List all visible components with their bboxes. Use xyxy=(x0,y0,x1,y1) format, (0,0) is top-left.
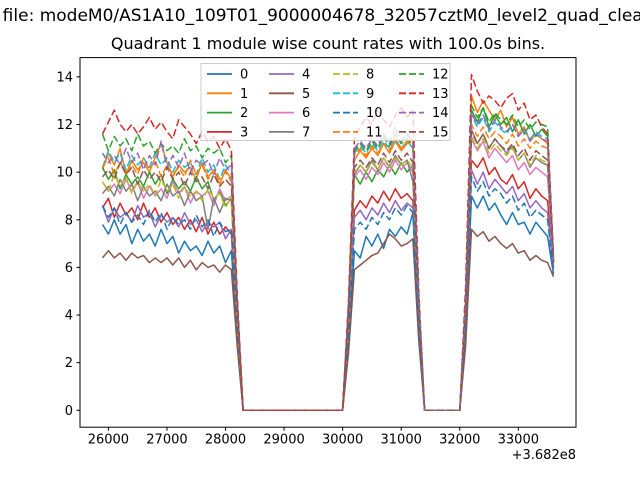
series-line-2 xyxy=(101,107,555,412)
series-line-14 xyxy=(101,111,555,412)
series-line-0 xyxy=(101,195,555,412)
legend-label-5: 5 xyxy=(302,87,310,102)
series-line-12 xyxy=(101,104,555,412)
legend-label-11: 11 xyxy=(366,125,383,140)
axes-frame xyxy=(79,57,577,428)
y-axis: 0 2 4 6 8 10 12 14 xyxy=(56,70,80,419)
x-tick-label: 33000 xyxy=(498,433,539,448)
legend-label-6: 6 xyxy=(302,106,310,121)
y-tick-label: 12 xyxy=(56,118,73,133)
legend-label-13: 13 xyxy=(432,87,449,102)
series-line-1 xyxy=(101,95,555,412)
legend-label-14: 14 xyxy=(432,106,449,121)
y-tick-label: 4 xyxy=(65,309,73,324)
legend-label-9: 9 xyxy=(366,87,374,102)
legend-label-2: 2 xyxy=(240,106,248,121)
series-line-5 xyxy=(101,228,555,412)
series-line-13 xyxy=(101,73,555,412)
legend-label-7: 7 xyxy=(302,125,310,140)
series-line-10 xyxy=(101,176,555,412)
x-tick-label: 27000 xyxy=(146,433,187,448)
legend-label-1: 1 xyxy=(240,87,248,102)
legend-label-8: 8 xyxy=(366,68,374,83)
y-tick-label: 10 xyxy=(56,166,73,181)
figure-suptitle: n file: modeM0/AS1A10_109T01_9000004678_… xyxy=(0,6,640,26)
x-axis-offset: +3.682e8 xyxy=(512,448,576,463)
x-tick-label: 28000 xyxy=(205,433,246,448)
x-tick-label: 26000 xyxy=(88,433,129,448)
y-tick-label: 2 xyxy=(65,356,73,371)
legend-label-3: 3 xyxy=(240,125,248,140)
legend-label-4: 4 xyxy=(302,68,310,83)
legend-box xyxy=(200,63,451,141)
y-tick-label: 6 xyxy=(65,261,73,276)
plot-lines xyxy=(101,73,555,412)
axes-title: Quadrant 1 module wise count rates with … xyxy=(110,34,546,53)
legend-label-0: 0 xyxy=(240,68,248,83)
series-line-3 xyxy=(101,157,555,412)
x-axis: +3.682e8 xyxy=(107,427,576,463)
y-tick-label: 0 xyxy=(65,404,73,419)
y-tick-label: 8 xyxy=(65,213,73,228)
x-tick-label: 31000 xyxy=(381,433,422,448)
x-tick-label: 29000 xyxy=(263,433,304,448)
legend-label-15: 15 xyxy=(432,125,449,140)
y-tick-label: 14 xyxy=(56,70,73,85)
x-tick-label: 32000 xyxy=(439,433,480,448)
legend-label-12: 12 xyxy=(432,68,449,83)
series-line-15 xyxy=(101,130,555,412)
x-tick-label: 30000 xyxy=(322,433,363,448)
series-line-4 xyxy=(101,169,555,412)
legend-label-10: 10 xyxy=(366,106,383,121)
